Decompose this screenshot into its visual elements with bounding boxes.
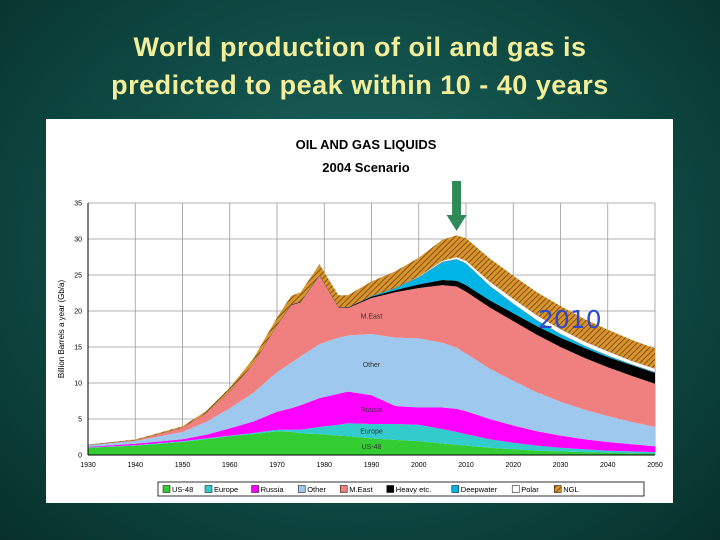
- y-tick-label: 15: [74, 345, 82, 352]
- region-label-us-48: US-48: [362, 444, 382, 451]
- legend-label: US-48: [172, 485, 193, 494]
- x-tick-label: 1950: [175, 462, 191, 469]
- area-series-other: [88, 334, 655, 447]
- legend-label: Other: [307, 485, 326, 494]
- y-axis-label: Billion Barrels a year (Gb/a): [57, 280, 66, 379]
- area-series-russia: [88, 391, 655, 453]
- chart-panel: OIL AND GAS LIQUIDS 2004 Scenario Billio…: [46, 119, 673, 503]
- region-label-m-east: M.East: [361, 314, 383, 321]
- annotation-year-label: 2010: [538, 305, 602, 334]
- slide-title: World production of oil and gas is predi…: [0, 28, 720, 104]
- chart-svg: OIL AND GAS LIQUIDS 2004 Scenario Billio…: [57, 137, 663, 497]
- legend-label: Deepwater: [461, 485, 498, 494]
- area-series-ngl: [88, 235, 655, 445]
- legend-swatch: [297, 485, 306, 493]
- chart-title: OIL AND GAS LIQUIDS: [296, 137, 437, 152]
- x-tick-label: 1940: [127, 462, 143, 469]
- x-tick-label: 2050: [647, 462, 663, 469]
- y-tick-label: 30: [74, 237, 82, 244]
- x-tick-label: 1980: [316, 462, 332, 469]
- y-tick-label: 25: [74, 273, 82, 280]
- x-tick-label: 2030: [553, 462, 569, 469]
- legend-swatch: [511, 485, 520, 493]
- legend-label: NGL: [563, 485, 578, 494]
- y-tick-label: 35: [74, 201, 82, 208]
- legend-swatch: [204, 485, 213, 493]
- legend-label: Russia: [261, 485, 285, 494]
- legend-label: Europe: [214, 485, 238, 494]
- x-tick-label: 2010: [458, 462, 474, 469]
- legend-swatch: [339, 485, 348, 493]
- annotation-arrow-head: [446, 215, 467, 231]
- x-tick-label: 1970: [269, 462, 285, 469]
- area-series-us-48: [88, 431, 655, 455]
- x-tick-label: 1960: [222, 462, 238, 469]
- area-series-europe: [88, 423, 655, 454]
- region-label-russia: Russia: [361, 407, 383, 414]
- x-tick-label: 1930: [80, 462, 96, 469]
- legend-swatch: [553, 485, 562, 493]
- region-label-europe: Europe: [360, 429, 383, 436]
- area-series-m-east: [88, 275, 655, 446]
- y-tick-label: 20: [74, 309, 82, 316]
- legend-swatch: [386, 485, 395, 493]
- slide-title-line-2: predicted to peak within 10 - 40 years: [111, 70, 609, 100]
- legend-label: Heavy etc.: [396, 485, 431, 494]
- legend-label: M.East: [349, 485, 373, 494]
- slide-title-line-1: World production of oil and gas is: [133, 32, 587, 62]
- x-tick-label: 1990: [364, 462, 380, 469]
- area-series-heavy-etc-: [88, 275, 655, 445]
- region-label-other: Other: [363, 362, 381, 369]
- legend-label: Polar: [521, 485, 539, 494]
- x-tick-label: 2000: [411, 462, 427, 469]
- y-tick-label: 10: [74, 381, 82, 388]
- legend-swatch: [162, 485, 171, 493]
- x-tick-label: 2020: [505, 462, 521, 469]
- y-tick-label: 0: [78, 453, 82, 460]
- x-tick-label: 2040: [600, 462, 616, 469]
- legend-swatch: [451, 485, 460, 493]
- legend-box: [157, 481, 645, 497]
- legend-swatch: [251, 485, 259, 493]
- annotation-arrow-shaft: [452, 181, 462, 217]
- chart-subtitle: 2004 Scenario: [322, 160, 410, 175]
- area-series-deepwater: [88, 259, 655, 445]
- y-tick-label: 5: [78, 417, 82, 424]
